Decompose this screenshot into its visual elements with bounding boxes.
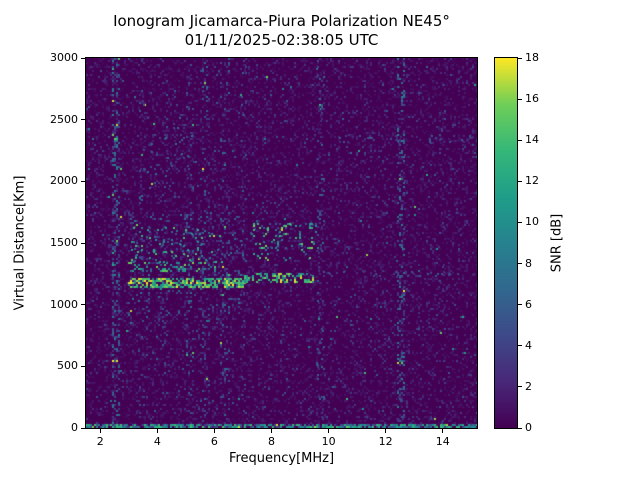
x-tick-label: 10 bbox=[321, 435, 336, 448]
colorbar-tick-label: 8 bbox=[525, 256, 532, 270]
x-tick-label: 4 bbox=[153, 435, 161, 448]
colorbar-tick-mark bbox=[518, 263, 522, 265]
y-tick-label: 0 bbox=[71, 421, 78, 434]
y-tick-label: 500 bbox=[57, 359, 78, 373]
x-tick-mark bbox=[99, 429, 101, 433]
x-tick-label: 8 bbox=[268, 435, 275, 448]
y-tick-mark bbox=[81, 304, 85, 306]
colorbar-tick-label: 0 bbox=[525, 421, 532, 434]
y-tick-label: 3000 bbox=[50, 51, 78, 64]
x-tick-mark bbox=[442, 429, 444, 433]
x-tick-mark bbox=[328, 429, 330, 433]
y-tick-mark bbox=[81, 427, 85, 429]
colorbar-tick-mark bbox=[518, 57, 522, 59]
x-tick-label: 6 bbox=[210, 435, 218, 448]
y-tick-label: 1500 bbox=[50, 236, 78, 249]
colorbar-tick-mark bbox=[518, 345, 522, 347]
x-axis-label: Frequency[MHz] bbox=[228, 451, 335, 466]
y-tick-label: 2000 bbox=[50, 174, 78, 188]
colorbar-tick-label: 12 bbox=[525, 174, 539, 188]
y-tick-mark bbox=[81, 119, 85, 121]
x-tick-mark bbox=[385, 429, 387, 433]
chart-subtitle: 01/11/2025-02:38:05 UTC bbox=[184, 31, 379, 49]
y-tick-mark bbox=[81, 242, 85, 244]
colorbar-tick-mark bbox=[518, 98, 522, 100]
colorbar-tick-label: 10 bbox=[525, 215, 539, 229]
x-tick-mark bbox=[213, 429, 215, 433]
colorbar-tick-label: 14 bbox=[525, 133, 539, 147]
colorbar-tick-mark bbox=[518, 180, 522, 182]
x-tick-mark bbox=[156, 429, 158, 433]
y-tick-label: 1000 bbox=[50, 297, 78, 311]
colorbar-tick-mark bbox=[518, 139, 522, 141]
plot-frame bbox=[85, 57, 478, 429]
colorbar-tick-label: 16 bbox=[525, 92, 539, 106]
heatmap-canvas bbox=[86, 58, 477, 428]
colorbar-tick-mark bbox=[518, 427, 522, 429]
x-tick-mark bbox=[271, 429, 272, 433]
colorbar-tick-mark bbox=[518, 386, 522, 388]
y-tick-mark bbox=[81, 365, 85, 367]
colorbar-tick-label: 6 bbox=[525, 297, 532, 311]
chart-title: Ionogram Jicamarca-Piura Polarization NE… bbox=[113, 12, 450, 30]
colorbar-tick-mark bbox=[518, 304, 522, 306]
x-tick-label: 14 bbox=[435, 435, 450, 448]
colorbar-tick-label: 18 bbox=[525, 51, 539, 64]
colorbar-tick-label: 4 bbox=[525, 338, 532, 352]
colorbar-tick-label: 2 bbox=[525, 379, 532, 393]
y-tick-mark bbox=[81, 180, 85, 182]
x-tick-label: 2 bbox=[96, 435, 104, 448]
colorbar-frame bbox=[494, 57, 518, 429]
colorbar-tick-mark bbox=[518, 221, 522, 223]
colorbar-gradient bbox=[495, 58, 517, 428]
y-tick-label: 2500 bbox=[50, 112, 78, 126]
x-tick-label: 12 bbox=[378, 435, 393, 448]
y-tick-mark bbox=[81, 57, 85, 59]
